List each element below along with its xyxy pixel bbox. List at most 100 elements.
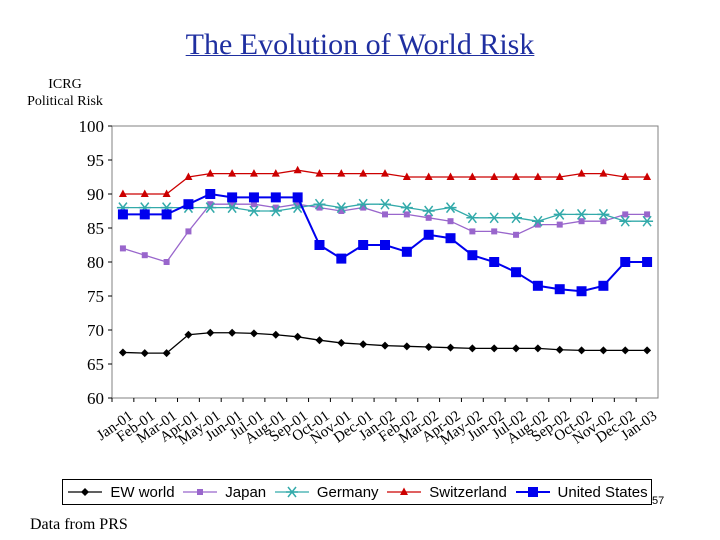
data-point xyxy=(197,489,204,495)
data-point xyxy=(229,201,236,208)
data-point xyxy=(619,215,632,227)
data-point xyxy=(598,280,609,291)
legend-swatch xyxy=(515,487,550,497)
data-point xyxy=(599,169,608,177)
data-point xyxy=(206,328,215,337)
data-point xyxy=(401,246,412,257)
data-point xyxy=(360,204,367,211)
data-point xyxy=(381,341,389,350)
y-tick-label: 80 xyxy=(87,253,104,272)
data-point xyxy=(578,218,585,225)
data-point xyxy=(141,252,148,259)
data-point xyxy=(337,338,346,347)
y-tick-label: 100 xyxy=(79,117,105,136)
data-point xyxy=(402,172,411,180)
data-point xyxy=(490,344,499,353)
data-point xyxy=(644,211,651,218)
data-point xyxy=(641,215,654,227)
data-point xyxy=(577,346,586,355)
data-point xyxy=(447,218,454,225)
legend-label: Germany xyxy=(316,483,379,501)
y-axis-label: ICRG Political Risk xyxy=(10,76,120,110)
data-point xyxy=(117,209,128,220)
data-point xyxy=(577,169,586,177)
data-point xyxy=(402,342,411,351)
data-point xyxy=(228,328,237,337)
data-point xyxy=(269,205,282,217)
data-point xyxy=(285,486,298,498)
data-point xyxy=(315,336,324,345)
data-point xyxy=(622,211,629,218)
data-point xyxy=(337,169,346,177)
data-point xyxy=(118,189,127,197)
data-point xyxy=(271,169,280,177)
slide-title: The Evolution of World Risk xyxy=(185,28,535,61)
data-point xyxy=(533,172,542,180)
data-point xyxy=(468,344,477,353)
y-axis-label-line-2: Political Risk xyxy=(27,94,103,109)
data-point xyxy=(338,208,345,214)
data-point xyxy=(424,343,433,351)
data-point xyxy=(314,240,325,250)
data-point xyxy=(359,169,368,177)
data-point xyxy=(207,201,214,208)
data-point xyxy=(554,284,565,295)
data-point xyxy=(534,221,541,228)
legend-swatch xyxy=(274,486,309,498)
data-point xyxy=(184,330,193,339)
data-point xyxy=(424,172,433,180)
legend-label: United States xyxy=(557,483,648,501)
chart-legend: EW world Japan Germany Switzerland United St… xyxy=(62,479,652,505)
series-germany xyxy=(116,198,654,227)
data-point xyxy=(162,189,171,197)
data-point xyxy=(597,208,610,220)
data-point xyxy=(620,257,631,267)
data-point xyxy=(316,204,323,211)
data-point xyxy=(206,169,215,177)
data-point xyxy=(140,349,149,358)
source-note: Data from PRS xyxy=(30,516,128,533)
data-point xyxy=(532,280,543,291)
y-tick-label: 75 xyxy=(87,287,104,306)
data-point xyxy=(425,214,432,221)
data-point xyxy=(643,346,652,355)
data-point xyxy=(400,202,413,214)
legend-label: EW world xyxy=(110,483,175,501)
data-point xyxy=(423,229,434,240)
data-point xyxy=(294,201,301,208)
data-point xyxy=(228,169,237,177)
data-point xyxy=(81,488,90,496)
data-point xyxy=(576,286,587,297)
legend-entry: Switzerland xyxy=(385,484,507,501)
legend-swatch xyxy=(68,488,103,496)
y-tick-label: 65 xyxy=(87,355,104,374)
data-point xyxy=(140,189,149,197)
series-united-states xyxy=(117,189,653,297)
data-point xyxy=(249,169,258,177)
data-point xyxy=(358,240,369,250)
data-point xyxy=(119,245,126,252)
legend-swatch xyxy=(387,487,422,495)
line-chart: 6065707580859095100Jan-01Feb-01Mar-01Apr… xyxy=(79,117,661,448)
data-point xyxy=(293,165,302,174)
data-point xyxy=(490,172,499,180)
data-point xyxy=(162,349,171,358)
data-point xyxy=(527,487,538,497)
data-point xyxy=(183,199,194,210)
y-tick-label: 85 xyxy=(87,219,104,238)
data-point xyxy=(445,233,456,244)
data-point xyxy=(381,169,389,177)
data-point xyxy=(250,201,257,208)
data-point xyxy=(510,212,523,224)
series-ew-world xyxy=(118,328,652,358)
data-point xyxy=(382,211,388,218)
data-point xyxy=(247,205,260,217)
series-switzerland xyxy=(118,165,652,197)
data-point xyxy=(512,344,521,353)
data-point xyxy=(553,208,566,220)
data-point xyxy=(248,192,259,203)
data-point xyxy=(249,329,258,338)
data-point xyxy=(643,172,652,180)
data-point xyxy=(512,172,521,180)
y-tick-label: 70 xyxy=(87,321,104,340)
